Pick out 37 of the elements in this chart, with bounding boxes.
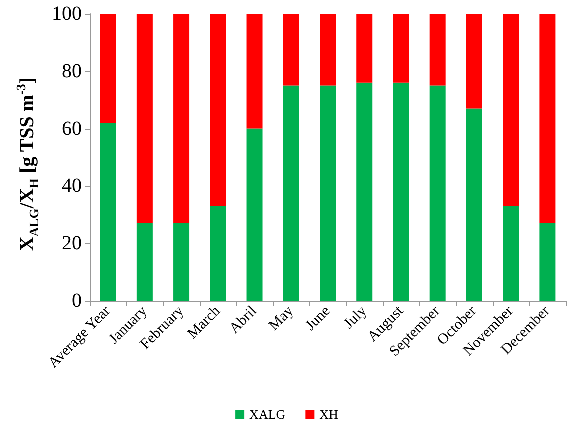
bar [430,14,446,86]
bar [540,224,556,301]
bar [210,206,226,301]
y-tick-label: 80 [62,60,82,82]
bar [466,14,482,109]
bar [356,14,373,83]
bar [393,82,410,301]
bar [430,86,446,301]
bar [174,14,190,224]
y-tick-label: 100 [52,3,82,25]
bar [540,14,556,224]
bar [100,123,116,301]
bar [320,86,336,301]
bar [503,206,520,301]
legend-label: XALG [250,407,286,422]
bar [356,82,373,301]
bar [466,108,482,301]
x-tick-label: June [302,303,334,334]
bar [174,224,190,301]
y-tick-label: 20 [62,232,82,255]
x-tick-label: July [341,302,371,332]
bar [246,14,263,129]
legend-label: XH [320,407,338,422]
bar [136,14,153,224]
bar [210,14,226,206]
bar [283,14,300,86]
bar [503,14,520,206]
bar [393,14,410,83]
bar [320,14,336,86]
bar [100,14,116,124]
y-tick-label: 0 [72,290,82,312]
x-tick-label: May [266,302,298,334]
y-tick-label: 60 [62,118,82,140]
bar [283,86,300,301]
y-tick-label: 40 [62,175,82,198]
bar [246,128,263,301]
bar [136,224,153,301]
